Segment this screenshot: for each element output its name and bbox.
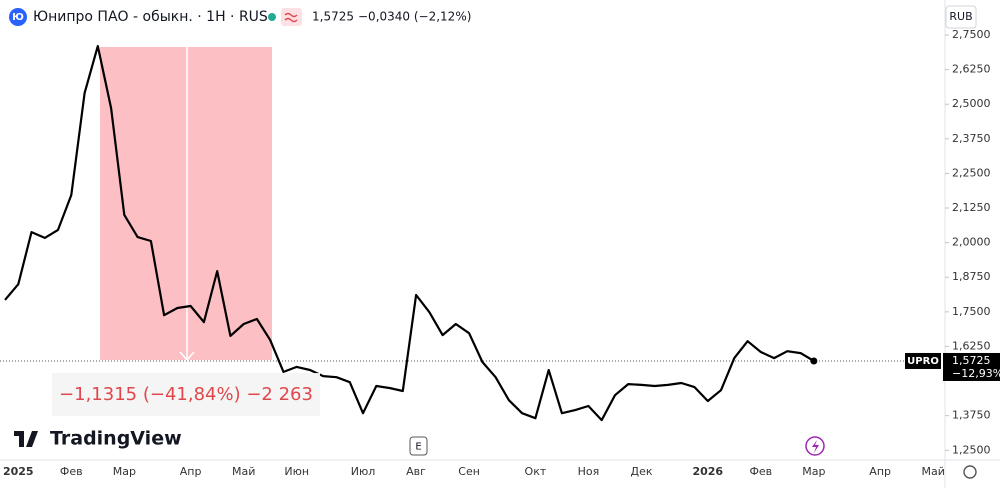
branding: TradingView	[50, 428, 182, 450]
price-tag-value: 1,5725	[952, 354, 991, 367]
delay-badge	[281, 8, 302, 26]
y-tick-label: 1,7500	[952, 305, 991, 318]
price-line	[4, 45, 815, 422]
x-tick-label: 2025	[3, 465, 34, 478]
plot	[0, 45, 905, 422]
y-tick-label: 2,1250	[952, 201, 991, 214]
delay-icon	[284, 12, 298, 23]
measure-box	[52, 373, 320, 416]
price-tag-change: −12,93%	[952, 367, 1000, 380]
x-tick-label: Апр	[869, 465, 891, 478]
currency[interactable]: RUB	[949, 10, 972, 23]
event-marker[interactable]	[409, 436, 428, 456]
y-tick-label: 2,6250	[952, 63, 991, 76]
y-tick-label: 1,6250	[952, 339, 991, 352]
x-tick-label: Авг	[406, 465, 426, 478]
y-tick-label: 1,8750	[952, 270, 991, 283]
x-tick-label: Фев	[749, 465, 772, 478]
currency-button[interactable]	[945, 5, 977, 29]
header-price: 1,5725	[312, 10, 354, 24]
y-tick-label: 2,5000	[952, 97, 991, 110]
y-tick-label: 2,2500	[952, 166, 991, 179]
last-point	[810, 357, 818, 365]
x-tick-label: Фев	[60, 465, 83, 478]
event-marker-text[interactable]: E	[415, 442, 421, 453]
x-tick-label: 2026	[692, 465, 723, 478]
header-change: −0,0340 (−2,12%)	[358, 10, 471, 24]
x-tick-label: Июн	[284, 465, 309, 478]
status-dot	[268, 13, 276, 21]
x-tick-label: Май	[922, 465, 945, 478]
symbol-icon	[9, 8, 27, 26]
x-tick-label: Сен	[458, 465, 480, 478]
dividend-icon	[812, 440, 819, 453]
price-tag	[943, 352, 1000, 381]
symbol-title: Юнипро ПАО - обыкн. · 1Н · RUS	[33, 9, 268, 25]
x-tick-label: Апр	[180, 465, 202, 478]
x-tick-label: Окт	[525, 465, 547, 478]
symbol-tag	[905, 352, 941, 369]
logo-mark	[14, 431, 38, 447]
x-tick-label: Май	[232, 465, 255, 478]
y-tick-label: 2,0000	[952, 236, 991, 249]
y-tick-label: 2,7500	[952, 28, 991, 41]
x-tick-label: Мар	[113, 465, 136, 478]
x-tick-label: Июл	[351, 465, 376, 478]
measure-range	[100, 47, 272, 360]
settings-icon[interactable]	[963, 465, 977, 479]
x-tick-label: Дек	[630, 465, 652, 478]
measure-label: −1,1315 (−41,84%) −2 263	[59, 384, 313, 405]
measure-arrowhead	[179, 351, 195, 362]
y-tick-label: 2,3750	[952, 132, 991, 145]
symbol-icon-text: Ю	[12, 12, 24, 23]
x-tick-label: Мар	[802, 465, 825, 478]
symbol-tag-text: UPRO	[907, 356, 939, 367]
y-tick-label: 1,3750	[952, 409, 991, 422]
y-tick-label: 1,2500	[952, 443, 991, 456]
x-tick-label: Ноя	[578, 465, 600, 478]
